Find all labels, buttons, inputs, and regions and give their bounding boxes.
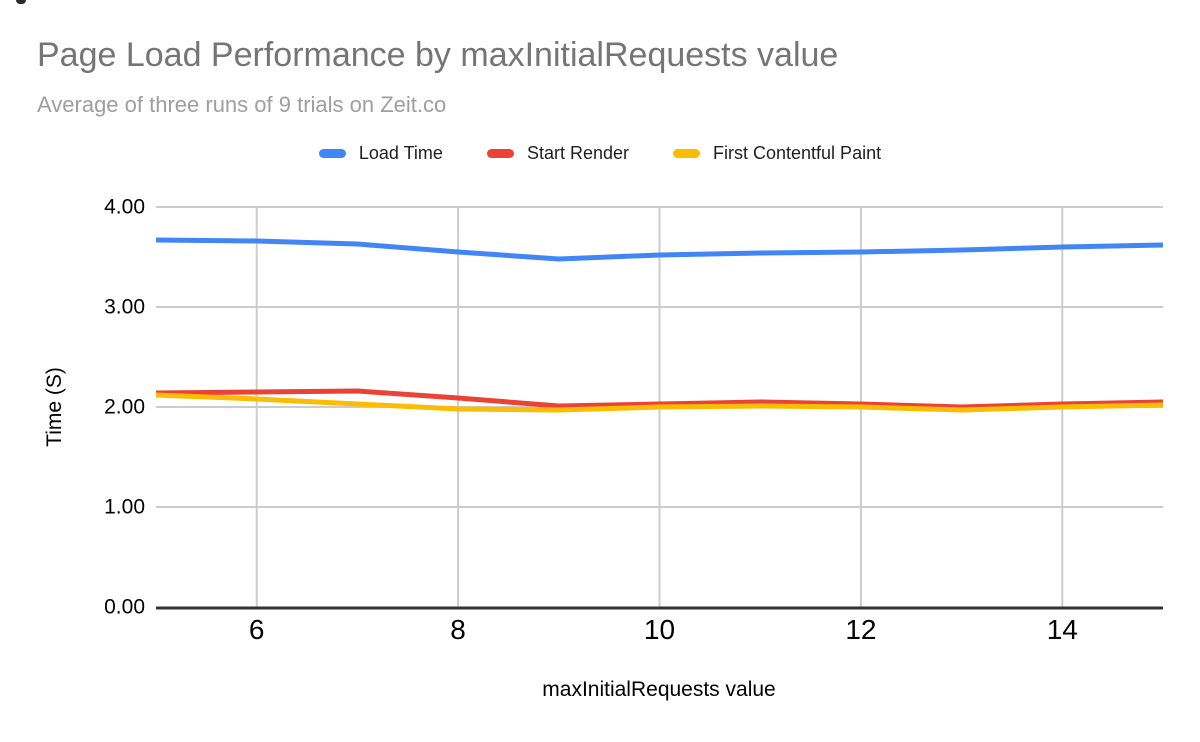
x-axis-title: maxInitialRequests value: [542, 678, 776, 701]
x-tick-label: 14: [1046, 614, 1078, 645]
chart-title: Page Load Performance by maxInitialReque…: [37, 36, 839, 74]
legend-label: Load Time: [358, 143, 443, 163]
y-tick-label: 3.00: [104, 295, 145, 319]
x-tick-label: 8: [450, 614, 466, 645]
x-tick-label: 12: [845, 614, 877, 645]
y-tick-label: 1.00: [104, 495, 145, 519]
y-tick-label: 2.00: [104, 395, 145, 419]
series-line-first-contentful-paint: [155, 392, 1164, 413]
legend-item-start-render[interactable]: Start Render: [486, 143, 630, 164]
x-tick-label: 6: [248, 614, 265, 645]
plot-area: [155, 206, 1164, 610]
screenshot-artifact: [16, 0, 26, 4]
legend-label: First Contentful Paint: [713, 143, 882, 163]
series-line-start-render: [155, 388, 1164, 410]
legend-label: Start Render: [526, 143, 630, 163]
y-tick-label: 4.00: [104, 195, 145, 219]
legend-swatch-icon: [673, 149, 701, 158]
series-line-load-time: [155, 237, 1164, 262]
chart-subtitle: Average of three runs of 9 trials on Zei…: [37, 92, 447, 117]
legend-item-first-contentful-paint[interactable]: First Contentful Paint: [673, 143, 881, 164]
legend-swatch-icon: [318, 149, 346, 158]
legend-swatch-icon: [486, 149, 514, 158]
legend: Load Time Start Render First Contentful Pa…: [0, 143, 1200, 164]
x-tick-label: 10: [643, 614, 676, 645]
y-tick-label: 0.00: [104, 595, 145, 619]
legend-item-load-time[interactable]: Load Time: [318, 143, 443, 164]
